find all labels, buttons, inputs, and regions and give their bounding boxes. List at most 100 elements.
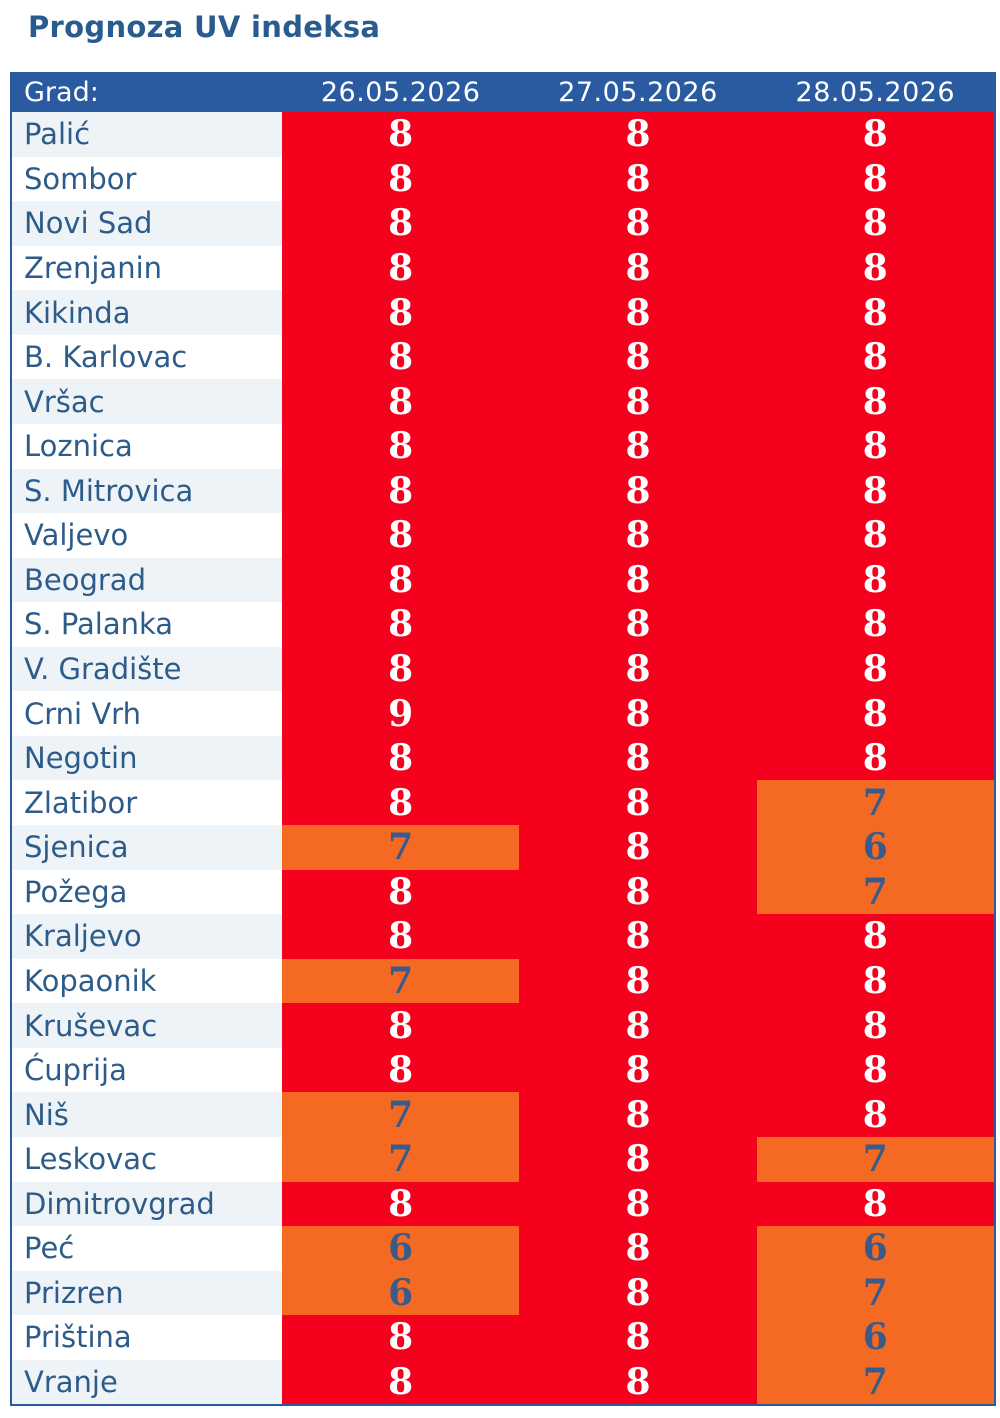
city-name: Sjenica bbox=[12, 825, 282, 870]
city-name: Kikinda bbox=[12, 290, 282, 335]
table-row: Beograd 8 8 8 bbox=[12, 557, 994, 603]
table-header: Grad: 26.05.2026 27.05.2026 28.05.2026 bbox=[12, 74, 994, 112]
uv-value-day-3: 6 bbox=[756, 825, 994, 870]
uv-value-day-2: 8 bbox=[519, 602, 757, 647]
uv-value-day-3: 8 bbox=[756, 646, 994, 692]
uv-value-day-2: 8 bbox=[519, 691, 757, 736]
city-name: Sombor bbox=[12, 156, 282, 202]
table-row: S. Palanka 8 8 8 bbox=[12, 602, 994, 647]
table-row: Crni Vrh 9 8 8 bbox=[12, 691, 994, 736]
uv-value-day-2: 8 bbox=[519, 1092, 757, 1137]
uv-value-day-1: 8 bbox=[282, 468, 520, 514]
uv-value-day-3: 6 bbox=[756, 1226, 994, 1271]
uv-value-day-3: 8 bbox=[756, 379, 994, 424]
uv-value-day-1: 8 bbox=[282, 735, 520, 781]
uv-value-day-3: 7 bbox=[756, 780, 994, 825]
table-row: Zrenjanin 8 8 8 bbox=[12, 245, 994, 291]
header-date-1: 26.05.2026 bbox=[320, 77, 481, 108]
table-row: Kruševac 8 8 8 bbox=[12, 1003, 994, 1048]
uv-value-day-2: 8 bbox=[519, 1003, 757, 1048]
page-title: Prognoza UV indeksa bbox=[28, 10, 381, 44]
uv-value-day-1: 7 bbox=[282, 1092, 520, 1137]
uv-value-day-1: 8 bbox=[282, 1359, 520, 1405]
city-name: Kruševac bbox=[12, 1003, 282, 1048]
uv-value-day-1: 8 bbox=[282, 646, 520, 692]
uv-value-day-3: 8 bbox=[756, 513, 994, 558]
uv-value-day-2: 8 bbox=[519, 1181, 757, 1227]
table-row: Niš 7 8 8 bbox=[12, 1092, 994, 1137]
uv-value-day-2: 8 bbox=[519, 513, 757, 558]
uv-value-day-2: 8 bbox=[519, 334, 757, 380]
uv-value-day-3: 8 bbox=[756, 1181, 994, 1227]
uv-value-day-2: 8 bbox=[519, 1359, 757, 1405]
header-date-2: 27.05.2026 bbox=[558, 77, 718, 108]
uv-value-day-2: 8 bbox=[519, 201, 757, 246]
uv-index-table: Grad: 26.05.2026 27.05.2026 28.05.2026 P… bbox=[10, 72, 996, 1407]
uv-value-day-3: 7 bbox=[756, 1136, 994, 1182]
uv-value-day-3: 8 bbox=[756, 290, 994, 335]
table-row: Ćuprija 8 8 8 bbox=[12, 1047, 994, 1093]
uv-value-day-2: 8 bbox=[519, 869, 757, 915]
uv-value-day-2: 8 bbox=[519, 112, 757, 157]
uv-value-day-2: 8 bbox=[519, 958, 757, 1004]
city-name: Vršac bbox=[12, 379, 282, 424]
city-name: Požega bbox=[12, 869, 282, 915]
uv-value-day-1: 8 bbox=[282, 1315, 520, 1360]
uv-value-day-1: 8 bbox=[282, 423, 520, 469]
uv-value-day-1: 7 bbox=[282, 958, 520, 1004]
uv-value-day-1: 8 bbox=[282, 557, 520, 603]
city-name: S. Palanka bbox=[12, 602, 282, 647]
uv-value-day-2: 8 bbox=[519, 245, 757, 291]
uv-value-day-2: 8 bbox=[519, 557, 757, 603]
uv-value-day-1: 8 bbox=[282, 1047, 520, 1093]
uv-value-day-1: 8 bbox=[282, 112, 520, 157]
city-name: Prizren bbox=[12, 1270, 282, 1316]
table-row: Kopaonik 7 8 8 bbox=[12, 958, 994, 1004]
uv-value-day-1: 6 bbox=[282, 1270, 520, 1316]
uv-value-day-3: 8 bbox=[756, 691, 994, 736]
city-name: Valjevo bbox=[12, 513, 282, 558]
city-name: Leskovac bbox=[12, 1136, 282, 1182]
city-name: Dimitrovgrad bbox=[12, 1181, 282, 1227]
city-name: Kraljevo bbox=[12, 914, 282, 959]
table-row: Kraljevo 8 8 8 bbox=[12, 914, 994, 959]
uv-value-day-2: 8 bbox=[519, 1226, 757, 1271]
uv-value-day-3: 6 bbox=[756, 1315, 994, 1360]
uv-value-day-3: 7 bbox=[756, 1270, 994, 1316]
uv-value-day-1: 7 bbox=[282, 825, 520, 870]
uv-value-day-2: 8 bbox=[519, 825, 757, 870]
uv-value-day-3: 8 bbox=[756, 735, 994, 781]
table-row: Peć 6 8 6 bbox=[12, 1226, 994, 1271]
uv-value-day-1: 8 bbox=[282, 780, 520, 825]
table-row: Leskovac 7 8 7 bbox=[12, 1136, 994, 1182]
uv-value-day-2: 8 bbox=[519, 1047, 757, 1093]
table-row: Sombor 8 8 8 bbox=[12, 156, 994, 202]
table-row: S. Mitrovica 8 8 8 bbox=[12, 468, 994, 514]
uv-value-day-3: 8 bbox=[756, 334, 994, 380]
uv-value-day-1: 8 bbox=[282, 379, 520, 424]
uv-value-day-3: 8 bbox=[756, 1003, 994, 1048]
uv-value-day-2: 8 bbox=[519, 1136, 757, 1182]
uv-value-day-1: 8 bbox=[282, 156, 520, 202]
uv-value-day-3: 8 bbox=[756, 423, 994, 469]
uv-value-day-3: 8 bbox=[756, 156, 994, 202]
table-row: Prizren 6 8 7 bbox=[12, 1270, 994, 1316]
city-name: Beograd bbox=[12, 557, 282, 603]
uv-value-day-2: 8 bbox=[519, 379, 757, 424]
table-row: Vršac 8 8 8 bbox=[12, 379, 994, 424]
uv-value-day-2: 8 bbox=[519, 1270, 757, 1316]
city-name: Loznica bbox=[12, 423, 282, 469]
uv-value-day-3: 8 bbox=[756, 1092, 994, 1137]
city-name: Ćuprija bbox=[12, 1047, 282, 1093]
uv-value-day-3: 8 bbox=[756, 958, 994, 1004]
table-row: B. Karlovac 8 8 8 bbox=[12, 334, 994, 380]
uv-value-day-3: 7 bbox=[756, 1359, 994, 1405]
uv-value-day-3: 8 bbox=[756, 112, 994, 157]
uv-value-day-3: 8 bbox=[756, 557, 994, 603]
uv-value-day-3: 8 bbox=[756, 1047, 994, 1093]
uv-value-day-1: 9 bbox=[282, 691, 520, 736]
uv-value-day-2: 8 bbox=[519, 780, 757, 825]
city-name: Kopaonik bbox=[12, 958, 282, 1004]
table-row: Požega 8 8 7 bbox=[12, 869, 994, 915]
uv-value-day-3: 8 bbox=[756, 245, 994, 291]
